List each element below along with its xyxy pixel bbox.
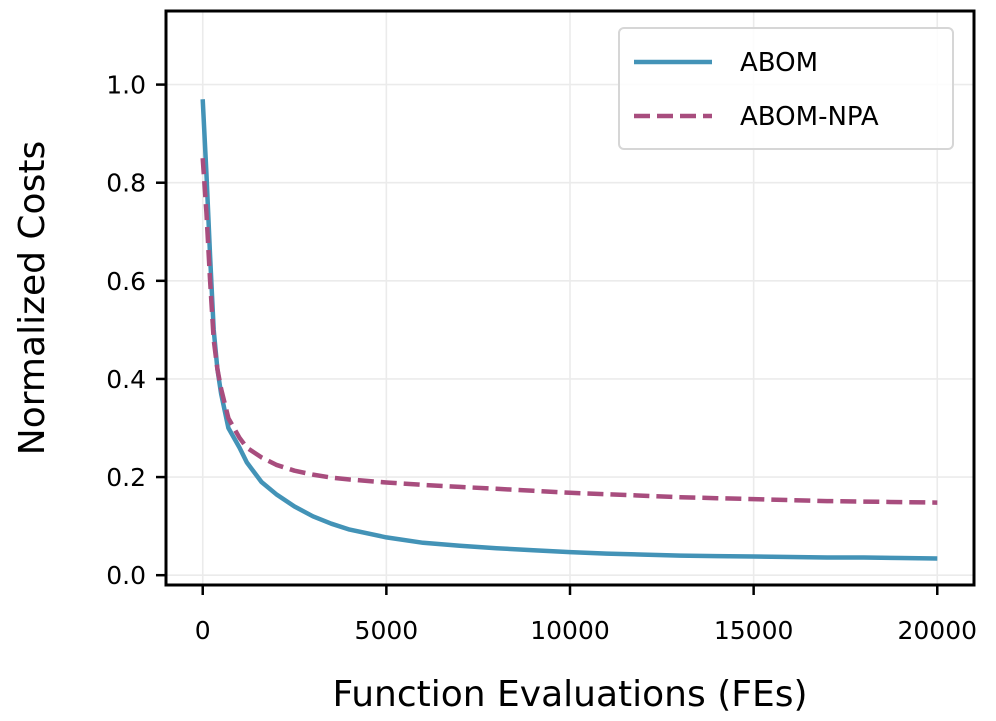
- x-axis-label: Function Evaluations (FEs): [332, 674, 807, 715]
- y-axis-label: Normalized Costs: [12, 141, 53, 455]
- y-tick-label: 0.0: [106, 561, 146, 590]
- series-line-abom-npa: [200, 158, 938, 505]
- x-tick-label: 0: [195, 616, 211, 645]
- x-tick-label: 10000: [530, 616, 610, 645]
- y-tick-label: 0.6: [106, 267, 146, 296]
- axis-ticks: 0 5000 10000 15000 20000 0.0 0.2 0.4 0.6 0.8 1.0: [106, 71, 977, 645]
- y-tick-label: 0.2: [106, 463, 146, 492]
- legend-box: [618, 27, 954, 150]
- grid: [166, 11, 974, 585]
- y-tick-label: 1.0: [106, 71, 146, 100]
- y-tick-label: 0.8: [106, 169, 146, 198]
- x-tick-label: 20000: [898, 616, 978, 645]
- x-tick-label: 15000: [714, 616, 794, 645]
- legend: ABOM ABOM-NPA: [618, 27, 954, 150]
- series-lines: [200, 99, 938, 561]
- legend-label-abom: ABOM: [740, 48, 818, 78]
- x-tick-label: 5000: [355, 616, 419, 645]
- y-tick-label: 0.4: [106, 365, 146, 394]
- legend-label-abom-npa: ABOM-NPA: [740, 102, 879, 132]
